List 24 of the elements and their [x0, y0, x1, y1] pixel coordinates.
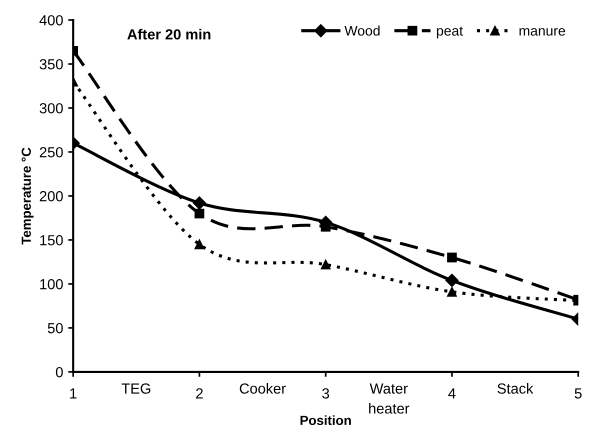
- x-axis-title: Position: [300, 415, 351, 426]
- y-tick-label: 300: [40, 103, 63, 114]
- x-tick-label: 1: [70, 388, 77, 398]
- y-tick-label: 50: [48, 323, 63, 334]
- x-tick-label: 4: [448, 388, 456, 398]
- text: Cooker: [240, 383, 286, 394]
- text: Water heater: [369, 384, 410, 414]
- y-tick-label: 0: [56, 367, 63, 378]
- legend-label: peat: [436, 26, 463, 38]
- y-tick-label: 250: [40, 147, 63, 158]
- text: Stack: [497, 383, 534, 394]
- x-tick-label: 5: [574, 388, 582, 399]
- legend-label: manure: [520, 28, 566, 36]
- y-tick-label: 350: [40, 59, 63, 70]
- chart-title: After 20 min: [127, 28, 210, 40]
- x-tick-label: 2: [196, 388, 203, 398]
- y-tick-label: 200: [40, 191, 63, 202]
- y-tick-label: 400: [39, 15, 63, 26]
- y-axis-title: Temperature °C: [22, 148, 34, 245]
- y-tick-label: 100: [40, 279, 63, 290]
- x-tick-label: 3: [322, 388, 330, 399]
- legend-label: Wood: [344, 25, 380, 36]
- text: TEG: [122, 383, 150, 394]
- y-tick-label: 150: [40, 235, 63, 246]
